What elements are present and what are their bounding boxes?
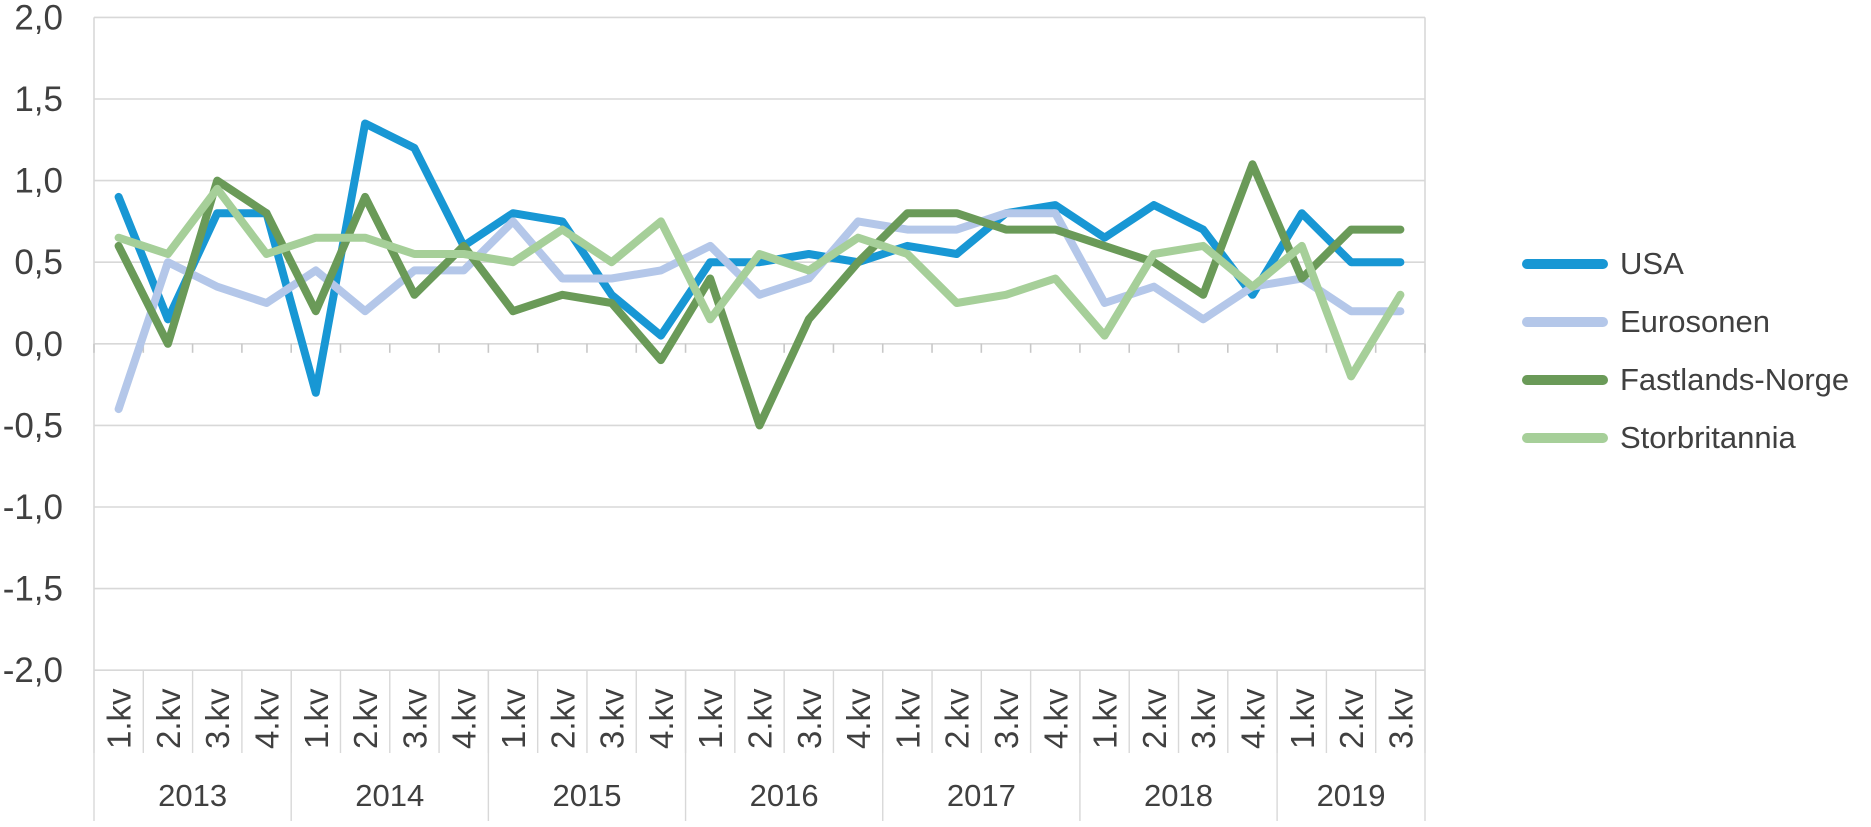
y-axis-label: -1,5 bbox=[3, 570, 63, 609]
y-axis-label: -0,5 bbox=[3, 406, 63, 445]
x-axis-quarter-label: 4.kv bbox=[1037, 688, 1074, 749]
series-line-usa bbox=[114, 119, 1405, 397]
x-axis-year-label: 2018 bbox=[1144, 778, 1213, 813]
x-axis-quarter-label: 1.kv bbox=[692, 688, 729, 749]
x-axis-quarter-label: 2.kv bbox=[1136, 688, 1173, 749]
x-axis-quarter-label: 2.kv bbox=[544, 688, 581, 749]
legend-label-eurosonen: Eurosonen bbox=[1620, 304, 1770, 339]
y-axis-label: 1,0 bbox=[14, 162, 63, 201]
x-axis-quarter-label: 4.kv bbox=[840, 688, 877, 749]
y-axis-label: -2,0 bbox=[3, 651, 63, 690]
x-axis-quarter-label: 3.kv bbox=[988, 688, 1025, 749]
legend-label-usa: USA bbox=[1620, 246, 1684, 281]
x-axis-year-label: 2015 bbox=[552, 778, 621, 813]
x-axis-quarter-label: 4.kv bbox=[1234, 688, 1271, 749]
series-line-eurosonen bbox=[114, 209, 1405, 414]
x-axis-quarter-label: 2.kv bbox=[150, 688, 187, 749]
legend-label-storbritannia: Storbritannia bbox=[1620, 420, 1796, 455]
x-axis-quarter-label: 3.kv bbox=[1185, 688, 1222, 749]
legend-label-fastlands-norge: Fastlands-Norge bbox=[1620, 362, 1850, 397]
x-axis-quarter-label: 1.kv bbox=[298, 688, 335, 749]
x-axis-quarter-label: 2.kv bbox=[742, 688, 779, 749]
x-axis-quarter-label: 1.kv bbox=[889, 688, 926, 749]
series-line-fastlands-norge bbox=[114, 160, 1405, 430]
x-axis-quarter-label: 3.kv bbox=[1382, 688, 1419, 749]
legend-item-storbritannia: Storbritannia bbox=[1522, 409, 1849, 467]
x-axis-quarter-label: 3.kv bbox=[791, 688, 828, 749]
legend-swatch-storbritannia bbox=[1522, 433, 1608, 443]
x-axis-quarter-label: 3.kv bbox=[594, 688, 631, 749]
legend-item-fastlands-norge: Fastlands-Norge bbox=[1522, 351, 1849, 409]
x-axis-quarter-label: 4.kv bbox=[643, 688, 680, 749]
x-axis-quarter-label: 4.kv bbox=[446, 688, 483, 749]
x-axis-quarter-label: 1.kv bbox=[1087, 688, 1124, 749]
series-line-storbritannia bbox=[114, 184, 1405, 381]
x-axis-quarter-label: 3.kv bbox=[396, 688, 433, 749]
x-axis-year-label: 2014 bbox=[355, 778, 424, 813]
legend-item-usa: USA bbox=[1522, 235, 1849, 293]
x-axis-quarter-label: 2.kv bbox=[347, 688, 384, 749]
x-axis-quarter-label: 1.kv bbox=[1284, 688, 1321, 749]
x-axis-quarter-label: 1.kv bbox=[101, 688, 138, 749]
y-axis-label: 0,5 bbox=[14, 243, 63, 282]
x-axis-year-label: 2017 bbox=[947, 778, 1016, 813]
x-axis-year-label: 2013 bbox=[158, 778, 227, 813]
y-axis-label: 2,0 bbox=[14, 0, 63, 37]
legend-item-eurosonen: Eurosonen bbox=[1522, 293, 1849, 351]
y-axis-label: -1,0 bbox=[3, 488, 63, 527]
x-axis-quarter-label: 2.kv bbox=[1333, 688, 1370, 749]
x-axis-year-label: 2016 bbox=[750, 778, 819, 813]
chart-legend: USA Eurosonen Fastlands-Norge Storbritan… bbox=[1522, 235, 1849, 467]
x-axis-quarter-label: 3.kv bbox=[199, 688, 236, 749]
y-axis-label: 0,0 bbox=[14, 325, 63, 364]
x-axis-quarter-label: 1.kv bbox=[495, 688, 532, 749]
legend-swatch-eurosonen bbox=[1522, 317, 1608, 327]
x-axis-year-label: 2019 bbox=[1317, 778, 1386, 813]
x-axis-quarter-label: 4.kv bbox=[249, 688, 286, 749]
legend-swatch-fastlands-norge bbox=[1522, 375, 1608, 385]
x-axis-quarter-label: 2.kv bbox=[939, 688, 976, 749]
y-axis-label: 1,5 bbox=[14, 80, 63, 119]
legend-swatch-usa bbox=[1522, 259, 1608, 269]
